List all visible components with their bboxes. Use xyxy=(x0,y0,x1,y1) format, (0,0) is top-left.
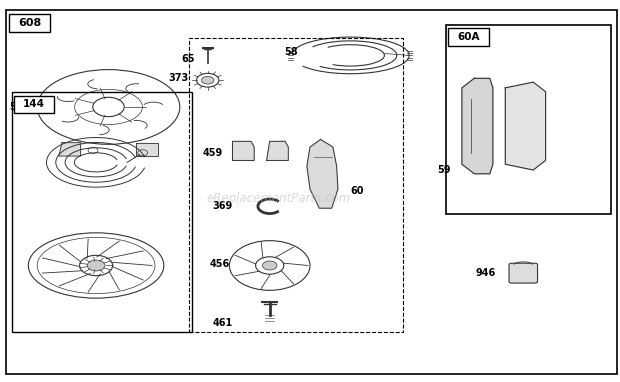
Text: 373: 373 xyxy=(169,73,189,83)
Text: 946: 946 xyxy=(476,268,496,278)
Circle shape xyxy=(87,260,105,271)
FancyBboxPatch shape xyxy=(448,28,489,46)
FancyBboxPatch shape xyxy=(509,263,538,283)
Polygon shape xyxy=(59,143,81,156)
FancyBboxPatch shape xyxy=(6,10,617,374)
Text: 59: 59 xyxy=(437,165,451,175)
Text: 456: 456 xyxy=(209,259,229,269)
Text: 459: 459 xyxy=(203,148,223,158)
Text: 55: 55 xyxy=(9,102,22,112)
Polygon shape xyxy=(307,139,338,208)
Text: 65: 65 xyxy=(182,54,195,64)
Polygon shape xyxy=(462,78,493,174)
Text: 144: 144 xyxy=(23,99,45,109)
Text: 60A: 60A xyxy=(457,32,480,42)
Text: 60: 60 xyxy=(350,186,364,196)
Polygon shape xyxy=(232,141,254,160)
Text: 369: 369 xyxy=(212,201,232,210)
Polygon shape xyxy=(136,143,158,156)
Text: 58: 58 xyxy=(284,47,298,57)
Circle shape xyxy=(202,76,214,84)
FancyBboxPatch shape xyxy=(14,96,54,113)
Text: 461: 461 xyxy=(212,318,232,328)
FancyBboxPatch shape xyxy=(446,25,611,214)
FancyBboxPatch shape xyxy=(9,14,50,32)
Text: eReplacementParts.com: eReplacementParts.com xyxy=(207,192,351,205)
Circle shape xyxy=(262,261,277,270)
Polygon shape xyxy=(267,141,288,160)
Text: 608: 608 xyxy=(18,18,41,28)
Polygon shape xyxy=(505,82,546,170)
